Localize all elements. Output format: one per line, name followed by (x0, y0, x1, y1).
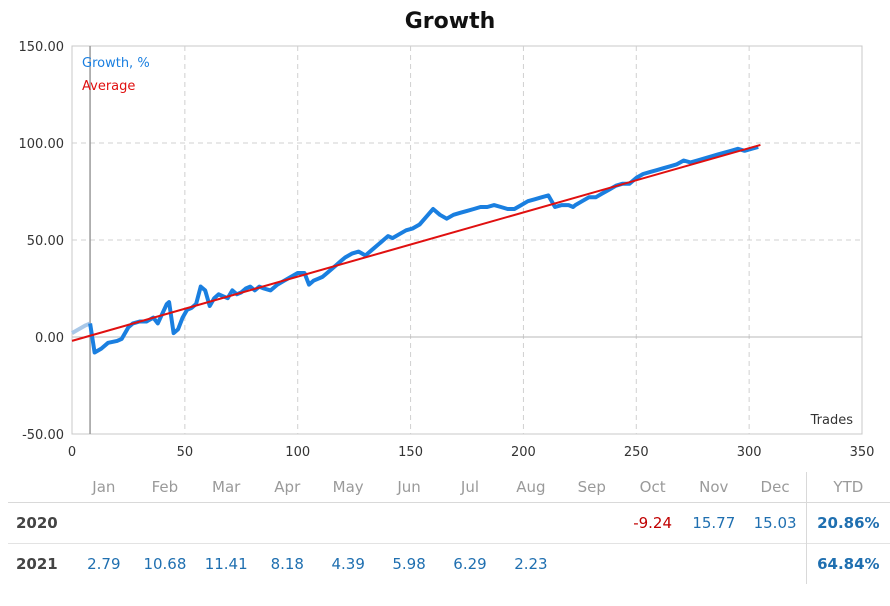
month-value: 15.77 (692, 514, 736, 532)
month-value: 10.68 (143, 555, 187, 573)
x-axis-label: Trades (810, 413, 854, 428)
month-header: Jul (439, 472, 501, 503)
legend-average: Average (82, 79, 135, 94)
table-row: 2021 2.79 10.68 11.41 8.18 4.39 5.98 6.29 2.23 64… (8, 543, 890, 585)
month-value: 4.39 (331, 555, 365, 573)
y-tick-label: -50.00 (22, 428, 64, 443)
chart-title: Growth (405, 9, 496, 34)
table-header-row: Jan Feb Mar Apr May Jun Jul Aug Sep Oct Nov Dec YTD (8, 472, 890, 503)
year-label: 2020 (16, 514, 58, 532)
grid-lines (72, 46, 862, 434)
month-value: 11.41 (204, 555, 248, 573)
growth-chart: Growth 0 50 100 150 200 250 300 350 -50.00 0.00 50… (19, 9, 875, 460)
month-header: May (317, 472, 379, 503)
axis-tick-labels: 0 50 100 150 200 250 300 350 -50.00 0.00 50.00 100.… (19, 40, 875, 460)
month-value (134, 503, 195, 544)
growth-line-pre (71, 321, 91, 335)
month-value: 5.98 (392, 555, 426, 573)
table-body: 2020 -9.24 15.77 15.03 20.86% 2021 2.79 10.68 11… (8, 502, 890, 585)
x-tick-label: 300 (737, 445, 762, 460)
month-value (440, 503, 501, 544)
ytd-header: YTD (805, 472, 890, 503)
y-tick-label: 100.00 (19, 137, 65, 152)
average-line (71, 143, 761, 342)
month-value (257, 503, 318, 544)
month-header: Sep (561, 472, 623, 503)
month-header: Apr (256, 472, 318, 503)
month-header: Aug (500, 472, 562, 503)
month-value (196, 503, 257, 544)
x-tick-label: 150 (398, 445, 423, 460)
month-value (500, 503, 561, 544)
month-header: Feb (134, 472, 196, 503)
series-layer (71, 46, 761, 434)
month-value: 2.79 (87, 555, 121, 573)
month-value (622, 544, 683, 585)
table-corner (8, 472, 74, 503)
x-tick-label: 250 (624, 445, 649, 460)
month-header: Mar (195, 472, 257, 503)
monthly-returns-table: Jan Feb Mar Apr May Jun Jul Aug Sep Oct Nov Dec YTD … (8, 472, 890, 584)
month-header: Nov (683, 472, 745, 503)
month-header: Dec (744, 472, 807, 503)
y-tick-label: 50.00 (27, 234, 64, 249)
legend-growth: Growth, % (82, 56, 150, 71)
month-header: Oct (622, 472, 684, 503)
month-value: -9.24 (633, 514, 673, 532)
month-value: 6.29 (453, 555, 487, 573)
month-value: 8.18 (270, 555, 304, 573)
month-header: Jan (73, 472, 135, 503)
year-label: 2021 (16, 555, 58, 573)
month-value (683, 544, 744, 585)
ytd-value: 64.84% (805, 543, 890, 584)
month-value: 15.03 (753, 514, 797, 532)
month-value: 2.23 (514, 555, 548, 573)
y-tick-label: 0.00 (35, 331, 64, 346)
ytd-value: 20.86% (805, 502, 890, 544)
table-row: 2020 -9.24 15.77 15.03 20.86% (8, 502, 890, 544)
month-value (561, 503, 622, 544)
x-tick-label: 200 (511, 445, 536, 460)
month-value (379, 503, 440, 544)
month-value (73, 503, 134, 544)
x-tick-label: 0 (68, 445, 76, 460)
month-value (318, 503, 379, 544)
month-header: Jun (378, 472, 440, 503)
x-tick-label: 50 (177, 445, 194, 460)
month-value (744, 544, 806, 585)
y-tick-label: 150.00 (19, 40, 65, 55)
x-tick-label: 100 (285, 445, 310, 460)
x-tick-label: 350 (850, 445, 875, 460)
month-value (561, 544, 622, 585)
